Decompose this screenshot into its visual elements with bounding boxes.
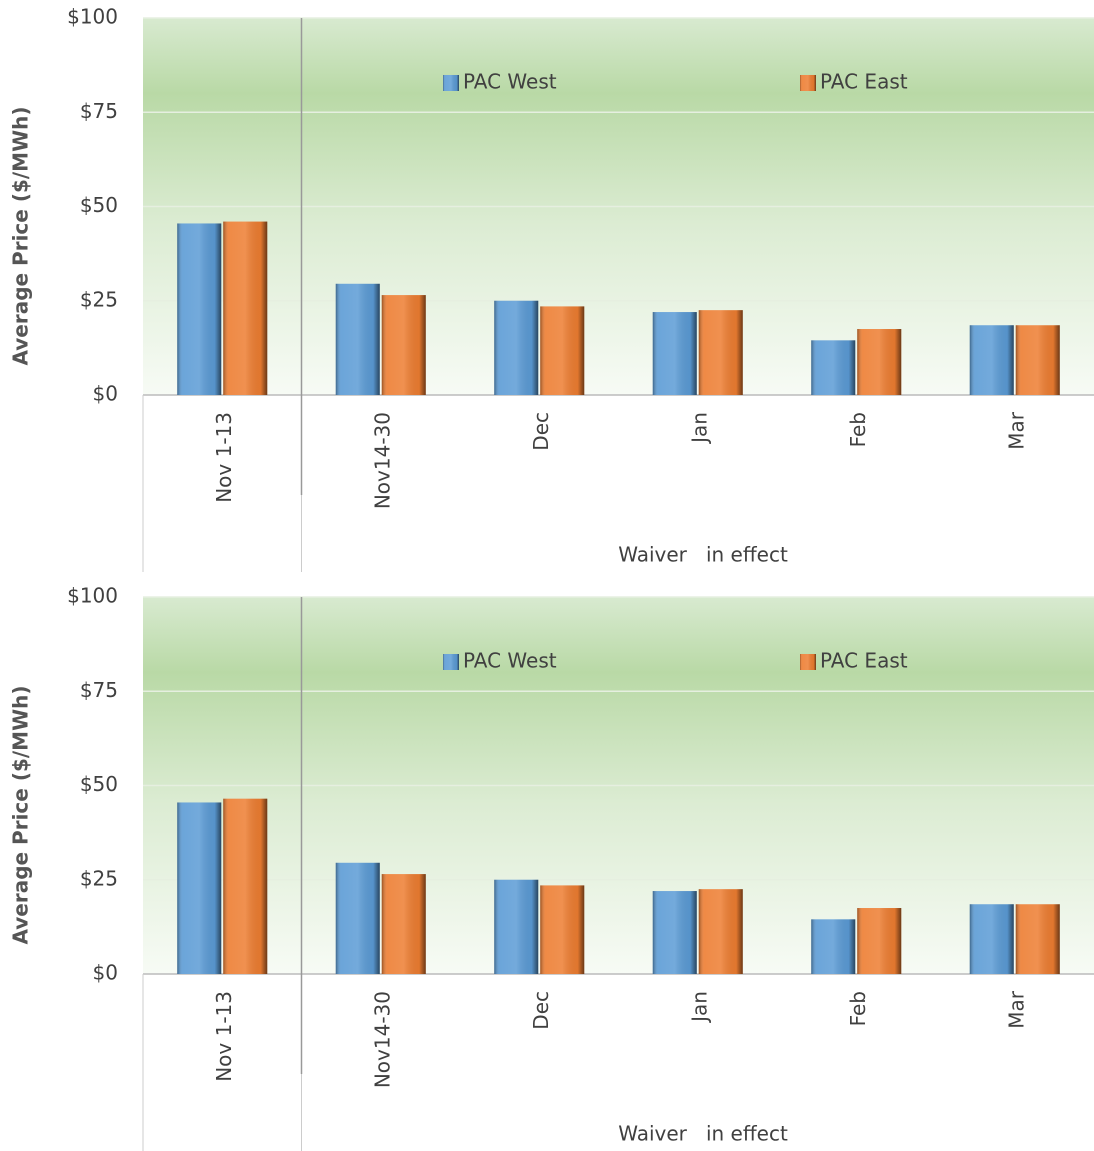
x-tick-label: Jan <box>687 991 711 1024</box>
y-tick-label: $100 <box>67 584 118 608</box>
x-tick-label: Mar <box>1004 990 1028 1029</box>
bar-shade <box>698 889 743 974</box>
y-tick-label: $25 <box>80 287 118 311</box>
bar-shade <box>1015 325 1060 395</box>
bar-shade <box>223 798 268 974</box>
x-tick-label: Nov14-30 <box>370 991 394 1088</box>
y-tick-label: $100 <box>67 5 118 29</box>
y-tick-label: $50 <box>80 193 118 217</box>
bar-shade <box>698 310 743 395</box>
legend-label: PAC East <box>820 649 908 673</box>
y-tick-label: $75 <box>80 678 118 702</box>
bar-shade <box>652 312 697 395</box>
legend-label: PAC West <box>463 649 557 673</box>
x-tick-label: Dec <box>529 991 553 1030</box>
bar-shade <box>381 874 426 974</box>
y-axis-title: Average Price ($/MWh) <box>9 106 33 365</box>
y-tick-label: $0 <box>93 382 118 406</box>
legend-label: PAC West <box>463 70 557 94</box>
bar-shade <box>811 919 856 974</box>
chart: $0 $25 $50 $75 $100 Average Price ($/MWh) PAC … <box>9 5 1094 572</box>
bar-shade <box>540 885 585 974</box>
bar-shade <box>223 221 268 395</box>
bar-shade <box>857 329 902 395</box>
legend-swatch-shade <box>800 75 816 91</box>
legend-swatch-shade <box>443 75 459 91</box>
bar-shade <box>540 306 585 395</box>
bar-shade <box>494 879 539 974</box>
y-tick-label: $75 <box>80 99 118 123</box>
annotation: Waiver in effect <box>618 1122 788 1146</box>
x-tick-label: Nov 1-13 <box>212 412 236 503</box>
bar-shade <box>969 325 1014 395</box>
x-tick-label: Feb <box>846 412 870 447</box>
bar-shade <box>969 904 1014 974</box>
bar-shade <box>811 340 856 395</box>
legend-swatch-shade <box>800 654 816 670</box>
bar-shade <box>335 283 380 395</box>
bar-shade <box>1015 904 1060 974</box>
chart: $0 $25 $50 $75 $100 Average Price ($/MWh) PAC … <box>9 584 1094 1151</box>
bar-shade <box>494 300 539 395</box>
x-tick-label: Jan <box>687 412 711 445</box>
bar-shade <box>857 908 902 974</box>
y-tick-label: $0 <box>93 961 118 985</box>
x-tick-label: Nov14-30 <box>370 412 394 509</box>
x-tick-label: Dec <box>529 412 553 451</box>
y-tick-label: $25 <box>80 866 118 890</box>
y-tick-label: $50 <box>80 772 118 796</box>
bar-shade <box>381 295 426 395</box>
y-axis-title: Average Price ($/MWh) <box>9 685 33 944</box>
x-tick-label: Mar <box>1004 411 1028 450</box>
bar-shade <box>177 802 222 974</box>
x-tick-label: Nov 1-13 <box>212 991 236 1082</box>
legend-label: PAC East <box>820 70 908 94</box>
bar-shade <box>177 223 222 395</box>
bar-shade <box>335 862 380 974</box>
x-tick-label: Feb <box>846 991 870 1026</box>
bar-shade <box>652 891 697 974</box>
annotation: Waiver in effect <box>618 543 788 567</box>
legend-swatch-shade <box>443 654 459 670</box>
